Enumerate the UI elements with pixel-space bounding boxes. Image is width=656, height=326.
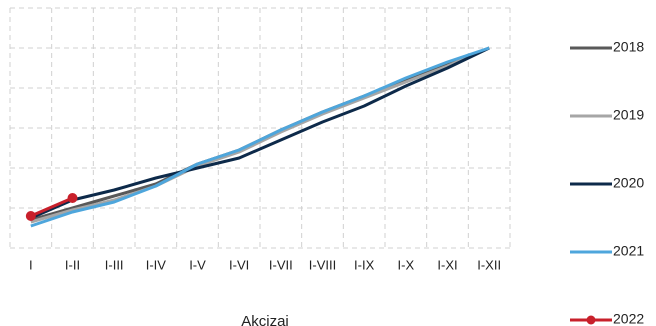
x-tick-label: I-XII bbox=[477, 257, 501, 272]
x-tick-label: I-II bbox=[65, 257, 80, 272]
legend-label: 2018 bbox=[613, 39, 644, 55]
x-tick-label: I bbox=[29, 257, 33, 272]
point bbox=[25, 211, 36, 221]
x-tick-label: I-X bbox=[398, 257, 415, 272]
legend-label: 2019 bbox=[613, 107, 644, 123]
series-line bbox=[30, 46, 490, 228]
legend-label: 2022 bbox=[613, 311, 644, 326]
x-tick-label: I-III bbox=[105, 257, 124, 272]
x-tick-label: I-VIII bbox=[309, 257, 336, 272]
legend-label: 2020 bbox=[613, 175, 644, 191]
x-tick-label: I-XI bbox=[437, 257, 457, 272]
x-tick-label: I-IV bbox=[146, 257, 167, 272]
series-line bbox=[30, 46, 490, 224]
series-line bbox=[30, 46, 490, 220]
series-line bbox=[30, 196, 74, 218]
point bbox=[67, 193, 78, 203]
x-tick-label: I-IX bbox=[354, 257, 375, 272]
x-tick-label: I-V bbox=[189, 257, 206, 272]
x-tick-label: I-VII bbox=[269, 257, 293, 272]
x-tick-label: I-VI bbox=[229, 257, 249, 272]
chart-title: Akcizai bbox=[241, 313, 289, 326]
legend-label: 2021 bbox=[613, 243, 644, 259]
legend-marker bbox=[586, 315, 596, 325]
